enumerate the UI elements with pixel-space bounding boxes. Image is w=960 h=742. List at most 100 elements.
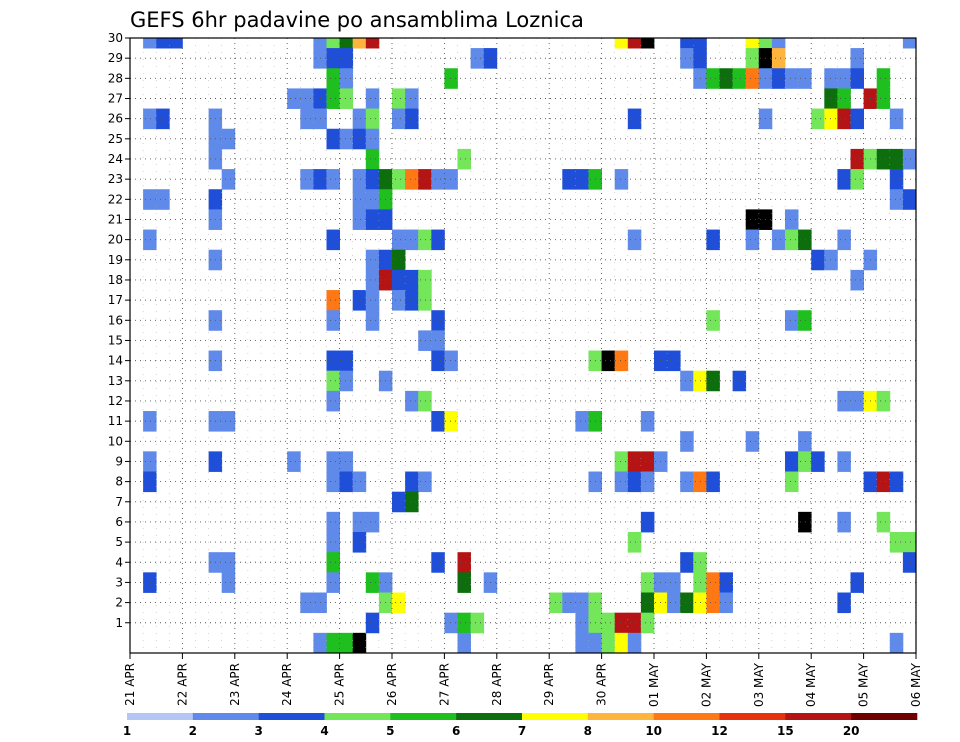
heatmap-cell (889, 189, 904, 210)
y-tick-label: 18 (108, 273, 123, 287)
heatmap-cell (680, 552, 694, 573)
heatmap-cell (680, 471, 694, 493)
heatmap-cell (365, 148, 380, 170)
heatmap-cell (758, 38, 773, 49)
heatmap-cell (837, 511, 851, 533)
heatmap-cell (392, 169, 406, 190)
x-tick-label: 05 MAY (857, 662, 871, 707)
legend-swatch (456, 713, 523, 720)
heatmap-cell (405, 108, 419, 130)
heatmap-cell (392, 88, 406, 109)
heatmap-cell (601, 632, 616, 654)
heatmap-cell (667, 350, 681, 372)
heatmap-cell (850, 108, 864, 130)
heatmap-cell (614, 612, 629, 634)
x-tick-label: 03 MAY (752, 662, 766, 707)
heatmap-cell (562, 592, 576, 614)
y-tick-label: 11 (108, 414, 123, 428)
heatmap-cell (326, 572, 340, 593)
heatmap-cell (365, 169, 380, 190)
heatmap-cell (326, 38, 340, 49)
heatmap-cell (889, 148, 904, 170)
heatmap-cell (392, 249, 406, 271)
heatmap-cell (850, 572, 864, 593)
heatmap-cell (352, 169, 367, 190)
heatmap-cell (680, 48, 694, 69)
heatmap-cell (405, 88, 419, 109)
heatmap-cell (627, 108, 642, 130)
heatmap-cell (352, 38, 367, 49)
heatmap-cell (431, 330, 445, 351)
heatmap-cell (339, 48, 354, 69)
heatmap-cell (889, 632, 904, 654)
heatmap-cell (837, 68, 851, 89)
heatmap-cell (457, 612, 471, 634)
legend-swatch (587, 713, 654, 720)
heatmap-cell (339, 68, 354, 89)
heatmap-cell (850, 68, 864, 89)
heatmap-cell (640, 471, 655, 493)
heatmap-cell (418, 229, 432, 251)
y-tick-label: 16 (108, 313, 123, 327)
heatmap-cell (732, 370, 747, 392)
heatmap-cell (876, 68, 891, 89)
heatmap-cell (326, 471, 340, 493)
heatmap-cell (771, 229, 786, 251)
heatmap-cell (313, 38, 327, 49)
legend-label: 1 (123, 724, 131, 738)
heatmap-cell (365, 88, 380, 109)
heatmap-cell (365, 108, 380, 130)
heatmap-cell (902, 38, 916, 49)
y-tick-label: 13 (108, 374, 123, 388)
heatmap-cell (876, 148, 891, 170)
heatmap-cell (169, 38, 183, 49)
heatmap-cell (326, 350, 340, 372)
heatmap-cell (365, 249, 380, 271)
heatmap-cell (876, 88, 891, 109)
x-tick-label: 27 APR (437, 663, 451, 706)
y-tick-label: 3 (115, 575, 123, 589)
y-tick-label: 9 (115, 454, 123, 468)
y-tick-label: 19 (108, 253, 123, 267)
heatmap-cell (575, 411, 589, 432)
heatmap-cell (824, 249, 838, 271)
heatmap-cell (418, 330, 432, 351)
heatmap-cell (418, 269, 432, 291)
heatmap-cell (431, 169, 445, 190)
heatmap-cell (313, 632, 327, 654)
heatmap-cell (457, 572, 471, 593)
heatmap-cell (431, 310, 445, 331)
heatmap-cell (850, 169, 864, 190)
heatmap-cell (339, 471, 354, 493)
heatmap-cell (405, 390, 419, 412)
heatmap-cell (418, 290, 432, 311)
legend-label: 6 (452, 724, 460, 738)
heatmap-cell (352, 209, 367, 230)
heatmap-cell (745, 431, 760, 452)
heatmap-cell (627, 451, 642, 472)
heatmap-cell (392, 592, 406, 614)
heatmap-cell (326, 632, 340, 654)
heatmap-cell (326, 370, 340, 392)
heatmap-cell (627, 612, 642, 634)
heatmap-cell (575, 612, 589, 634)
y-tick-label: 24 (108, 152, 123, 166)
legend-label: 20 (843, 724, 860, 738)
heatmap-cell (431, 350, 445, 372)
heatmap-cell (627, 38, 642, 49)
legend-label: 12 (711, 724, 728, 738)
y-tick-label: 28 (108, 71, 123, 85)
heatmap-cell (785, 471, 799, 493)
heatmap-cell (785, 209, 799, 230)
legend-swatch (719, 713, 786, 720)
heatmap-cell (627, 632, 642, 654)
heatmap-cell (143, 189, 157, 210)
heatmap-cell (732, 68, 747, 89)
x-tick-label: 04 MAY (804, 662, 818, 707)
heatmap-cell (392, 491, 406, 513)
heatmap-cell (785, 229, 799, 251)
heatmap-cell (470, 48, 485, 69)
heatmap-cell (365, 511, 380, 533)
heatmap-cell (326, 390, 340, 412)
heatmap-cell (365, 290, 380, 311)
